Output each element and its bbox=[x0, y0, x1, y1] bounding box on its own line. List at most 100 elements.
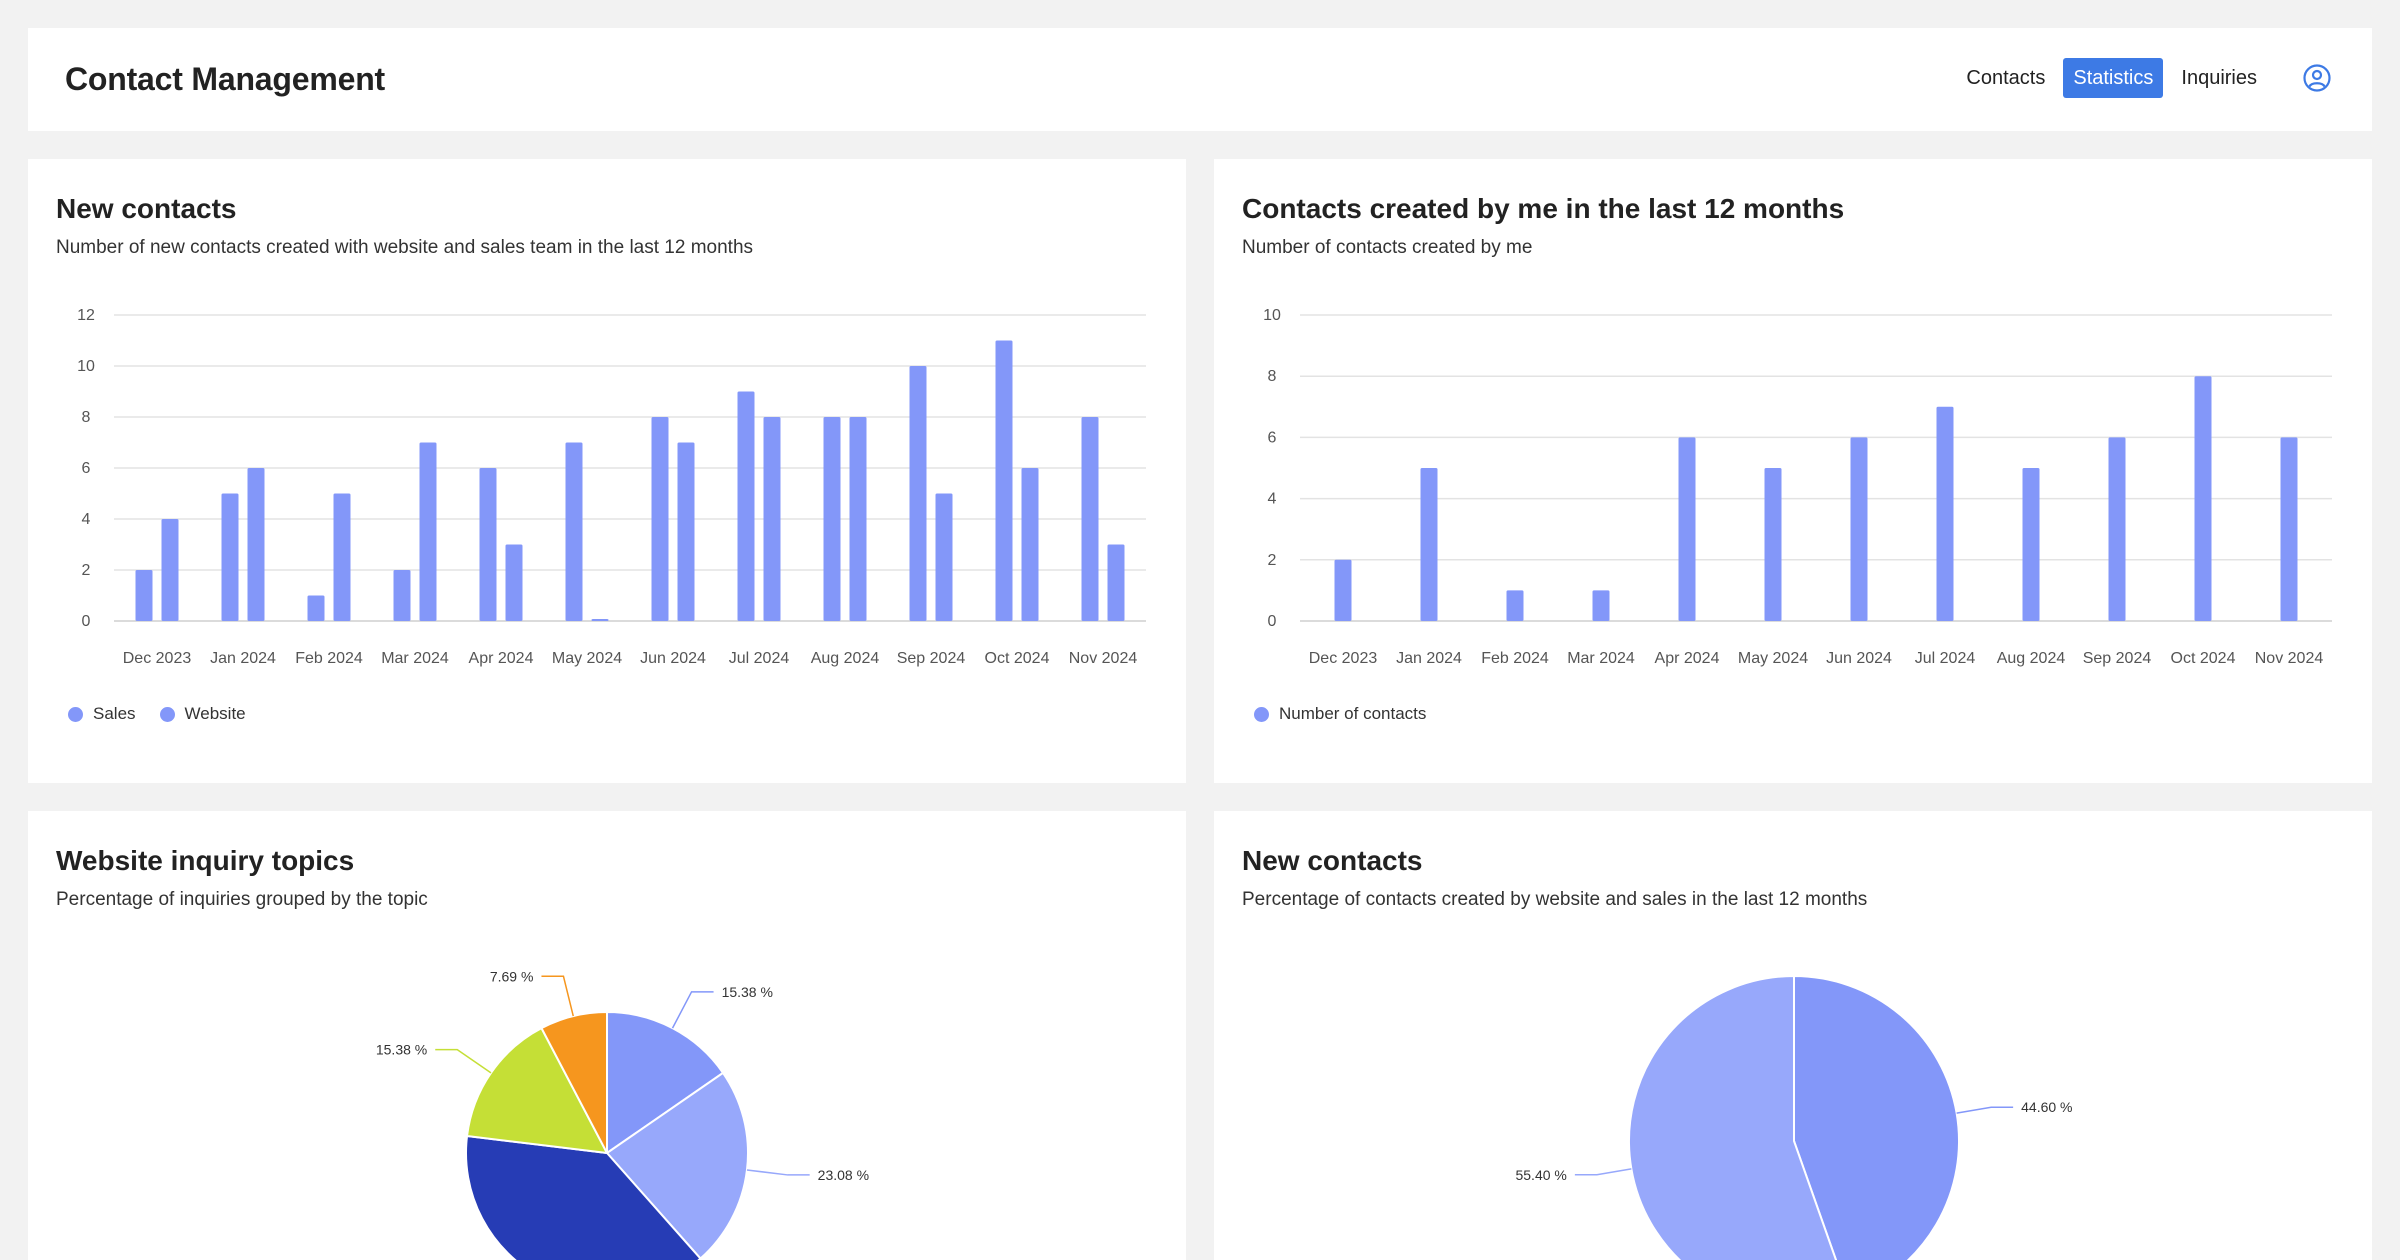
bar bbox=[393, 570, 411, 621]
legend-label: Number of contacts bbox=[1279, 704, 1427, 723]
x-tick-label: Aug 2024 bbox=[1997, 650, 2066, 667]
legend-dot bbox=[1254, 706, 1269, 722]
card-title: Website inquiry topics bbox=[56, 845, 355, 876]
bar bbox=[1764, 468, 1782, 621]
legend-label: Sales bbox=[93, 704, 136, 723]
nav-statistics[interactable]: Statistics bbox=[2063, 58, 2164, 98]
my-contacts-bar-card: Contacts created by me in the last 12 mo… bbox=[1214, 159, 2372, 783]
nav-contacts[interactable]: Contacts bbox=[1966, 67, 2046, 89]
bar bbox=[479, 468, 497, 621]
pie-slice bbox=[1793, 974, 1960, 1260]
bar bbox=[2194, 376, 2212, 621]
x-tick-label: Jun 2024 bbox=[640, 650, 706, 667]
chart-legend: Sales Website bbox=[68, 704, 270, 724]
x-tick-label: Jun 2024 bbox=[1826, 650, 1892, 667]
x-tick-label: Nov 2024 bbox=[2255, 650, 2324, 667]
bar bbox=[161, 519, 179, 621]
pie-leader-line bbox=[1574, 1168, 1632, 1176]
x-tick-label: Feb 2024 bbox=[295, 650, 363, 667]
bar bbox=[677, 442, 695, 621]
bar bbox=[763, 417, 781, 621]
bar bbox=[1021, 468, 1039, 621]
bar bbox=[419, 442, 437, 621]
pie-slice-label: 55.40 % bbox=[1515, 1167, 1566, 1183]
bar bbox=[1334, 559, 1352, 621]
bar bbox=[1506, 590, 1524, 621]
y-tick-label: 8 bbox=[82, 409, 91, 426]
pie-leader-line bbox=[435, 1048, 492, 1074]
bar bbox=[1081, 417, 1099, 621]
bar bbox=[1936, 406, 1954, 621]
nav-inquiries[interactable]: Inquiries bbox=[2181, 67, 2257, 89]
pie-leader-line bbox=[671, 991, 714, 1029]
y-tick-label: 0 bbox=[82, 613, 91, 630]
x-tick-label: May 2024 bbox=[1738, 650, 1808, 667]
bar bbox=[995, 340, 1013, 621]
bar bbox=[935, 493, 953, 621]
bar bbox=[1678, 437, 1696, 621]
pie-leader-line bbox=[1956, 1106, 2014, 1114]
card-subtitle: Number of contacts created by me bbox=[1242, 237, 1533, 258]
new-contacts-pie-chart: 44.60 % 55.40 % bbox=[1515, 974, 2073, 1260]
new-contacts-bar-chart: 0 2 4 6 8 10 12 Dec 2023 Jan 2024 Feb 2024 Mar 202… bbox=[77, 307, 1146, 667]
y-tick-label: 6 bbox=[82, 460, 91, 477]
bar bbox=[1850, 437, 1868, 621]
bar bbox=[2108, 437, 2126, 621]
app-title: Contact Management bbox=[65, 61, 385, 97]
x-tick-label: Mar 2024 bbox=[1567, 650, 1635, 667]
user-circle-icon[interactable] bbox=[2302, 63, 2332, 93]
bar bbox=[221, 493, 239, 621]
pie-slice bbox=[606, 1010, 725, 1155]
inquiry-topics-pie-chart: 15.38 % 23.08 % 15.38 % 7.69 % bbox=[376, 968, 869, 1260]
x-tick-label: Jan 2024 bbox=[1396, 650, 1462, 667]
bar bbox=[135, 570, 153, 621]
pie-slice-label: 15.38 % bbox=[722, 984, 773, 1000]
bar bbox=[1107, 544, 1125, 621]
my-contacts-bar-chart: 0 2 4 6 8 10 Dec 2023 Jan 2024 Feb 2024 Mar 2024 A… bbox=[1263, 307, 2332, 667]
y-tick-label: 10 bbox=[77, 358, 95, 375]
pie-slice bbox=[605, 1071, 749, 1260]
x-tick-label: Jul 2024 bbox=[729, 650, 790, 667]
legend-item-sales[interactable]: Sales bbox=[68, 704, 136, 724]
inquiry-topics-pie-card: Website inquiry topics Percentage of inq… bbox=[28, 811, 1186, 1260]
x-tick-label: Dec 2023 bbox=[1309, 650, 1378, 667]
x-tick-label: Sep 2024 bbox=[2083, 650, 2152, 667]
y-tick-label: 4 bbox=[82, 511, 91, 528]
card-title: New contacts bbox=[1242, 845, 1423, 876]
bar bbox=[307, 595, 325, 621]
card-subtitle: Number of new contacts created with webs… bbox=[56, 237, 754, 258]
chart-legend: Number of contacts bbox=[1254, 704, 1450, 724]
x-tick-label: Oct 2024 bbox=[985, 650, 1050, 667]
y-tick-label: 0 bbox=[1268, 613, 1277, 630]
legend-dot bbox=[68, 706, 83, 722]
pie-leader-line bbox=[746, 1169, 810, 1176]
new-contacts-bar-card: New contacts Number of new contacts crea… bbox=[28, 159, 1186, 783]
x-tick-label: Aug 2024 bbox=[811, 650, 880, 667]
pie-leader-line bbox=[541, 975, 574, 1017]
pie-slice-label: 15.38 % bbox=[376, 1042, 427, 1058]
bar bbox=[737, 391, 755, 621]
card-subtitle: Percentage of contacts created by websit… bbox=[1242, 889, 1868, 910]
legend-item-website[interactable]: Website bbox=[159, 704, 246, 724]
x-tick-label: Feb 2024 bbox=[1481, 650, 1549, 667]
x-tick-label: Mar 2024 bbox=[381, 650, 449, 667]
bar bbox=[2280, 437, 2298, 621]
y-tick-label: 12 bbox=[77, 307, 95, 324]
pie-slice-label: 44.60 % bbox=[2021, 1099, 2072, 1115]
bar bbox=[591, 619, 609, 621]
x-tick-label: Oct 2024 bbox=[2171, 650, 2236, 667]
y-tick-label: 8 bbox=[1268, 368, 1277, 385]
pie-slice-label: 23.08 % bbox=[818, 1167, 869, 1183]
bar bbox=[333, 493, 351, 621]
main-nav: Contacts Statistics Inquiries bbox=[1948, 58, 2332, 98]
x-tick-label: Sep 2024 bbox=[897, 650, 966, 667]
y-tick-label: 2 bbox=[82, 562, 91, 579]
card-subtitle: Percentage of inquiries grouped by the t… bbox=[56, 889, 428, 910]
x-tick-label: Dec 2023 bbox=[123, 650, 192, 667]
card-title: New contacts bbox=[56, 193, 237, 224]
legend-item-number-of-contacts[interactable]: Number of contacts bbox=[1254, 704, 1426, 724]
legend-label: Website bbox=[184, 704, 246, 723]
bar bbox=[1592, 590, 1610, 621]
x-tick-label: Jul 2024 bbox=[1915, 650, 1976, 667]
bar bbox=[909, 366, 927, 621]
